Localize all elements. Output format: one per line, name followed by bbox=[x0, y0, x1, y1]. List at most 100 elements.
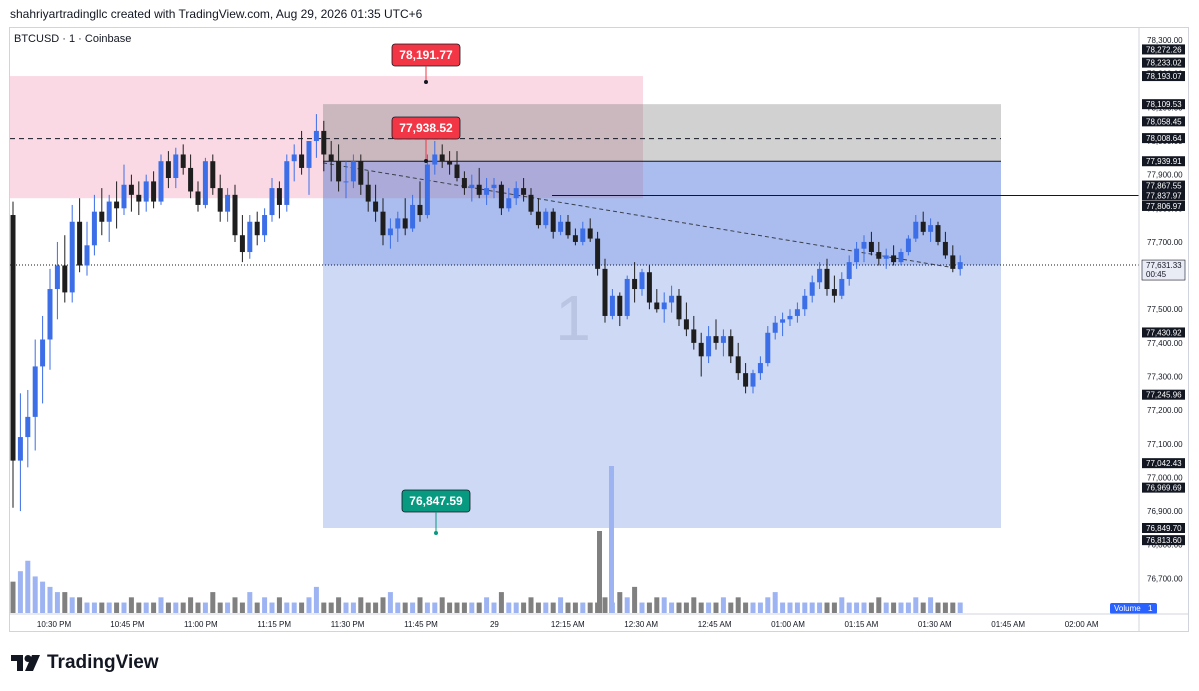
candle-up bbox=[491, 184, 497, 189]
volume-bar bbox=[47, 586, 53, 613]
volume-bar bbox=[580, 602, 586, 613]
volume-bar bbox=[291, 602, 297, 613]
price-badge-text: 78,058.45 bbox=[1146, 117, 1182, 126]
volume-bar bbox=[698, 602, 704, 613]
volume-bar bbox=[306, 597, 312, 613]
volume-bar bbox=[25, 560, 31, 613]
price-badge-text: 78,272.26 bbox=[1146, 45, 1182, 54]
volume-bar bbox=[217, 602, 223, 613]
volume-bar bbox=[417, 597, 423, 613]
volume-bar bbox=[521, 602, 527, 613]
candle-down bbox=[876, 252, 882, 259]
volume-bar bbox=[69, 597, 75, 613]
candle-down bbox=[336, 161, 342, 182]
volume-bar bbox=[365, 602, 371, 613]
candle-up bbox=[173, 154, 179, 179]
candle-down bbox=[99, 211, 105, 222]
candle-down bbox=[565, 221, 571, 236]
volume-bar bbox=[424, 602, 430, 613]
candle-up bbox=[839, 278, 845, 296]
candle-down bbox=[254, 221, 260, 236]
candle-down bbox=[521, 188, 527, 195]
candle-up bbox=[669, 295, 675, 303]
volume-bar bbox=[158, 597, 164, 613]
volume-bar bbox=[876, 597, 882, 613]
time-axis[interactable]: 10:30 PM 10:45 PM 11:00 PM 11:15 PM 11:30 PM… bbox=[10, 613, 1188, 629]
candle-up bbox=[905, 238, 911, 253]
volume-bar bbox=[809, 602, 815, 613]
candle-down bbox=[232, 194, 238, 236]
candle-down bbox=[935, 225, 941, 242]
candle-up bbox=[484, 188, 490, 195]
chart-frame[interactable] bbox=[9, 27, 1189, 632]
price-badge bbox=[1142, 133, 1185, 144]
tradingview-logo-icon bbox=[11, 655, 40, 671]
current-price-badge[interactable] bbox=[1141, 259, 1186, 281]
time-tick-label: 01:15 AM bbox=[844, 620, 878, 629]
candle-up bbox=[121, 184, 127, 209]
price-badge-text: 77,430.92 bbox=[1146, 328, 1182, 337]
volume-bar bbox=[210, 592, 216, 613]
volume-bar bbox=[898, 602, 904, 613]
volume-bar bbox=[609, 466, 614, 613]
volume-bar bbox=[387, 592, 393, 613]
candle-up bbox=[957, 262, 963, 269]
time-tick-label: 11:15 PM bbox=[257, 620, 291, 629]
time-tick-label: 11:00 PM bbox=[184, 620, 218, 629]
price-badge-text: 77,867.55 bbox=[1146, 182, 1182, 191]
volume-bar bbox=[597, 531, 602, 613]
candle-down bbox=[128, 184, 134, 195]
target-callout-text: 76,847.59 bbox=[409, 494, 463, 508]
price-badge bbox=[1142, 522, 1185, 533]
candle-down bbox=[617, 295, 623, 316]
volume-bar bbox=[343, 602, 349, 613]
volume-bar bbox=[128, 597, 134, 613]
price-axis[interactable]: 76,700.00 76,800.00 76,900.00 77,000.00 77,1… bbox=[1110, 28, 1186, 632]
price-badge-text: 77,042.43 bbox=[1146, 459, 1182, 468]
candle-down bbox=[476, 184, 482, 195]
volume-badge[interactable] bbox=[1110, 603, 1157, 614]
volume-bar bbox=[846, 602, 852, 613]
candle-up bbox=[757, 363, 763, 374]
volume-bar bbox=[202, 602, 208, 613]
volume-bar bbox=[587, 602, 593, 613]
time-tick-label: 12:15 AM bbox=[551, 620, 585, 629]
volume-bar bbox=[639, 602, 645, 613]
candle-up bbox=[787, 315, 793, 320]
candle-up bbox=[306, 141, 312, 168]
candle-down bbox=[743, 373, 749, 387]
candle-down bbox=[942, 241, 948, 256]
candle-up bbox=[69, 221, 75, 293]
candle-up bbox=[469, 184, 475, 189]
candle-up bbox=[772, 322, 778, 333]
symbol-label[interactable]: BTCUSD · 1 · Coinbase bbox=[14, 33, 132, 45]
candle-down bbox=[136, 194, 142, 202]
candle-up bbox=[47, 289, 53, 340]
candle-up bbox=[225, 194, 231, 212]
volume-bar bbox=[831, 602, 837, 613]
candle-up bbox=[25, 416, 31, 438]
candle-down bbox=[454, 164, 460, 179]
volume-bar bbox=[617, 592, 623, 613]
price-badge-text: 77,806.97 bbox=[1146, 202, 1182, 211]
candle-down bbox=[165, 161, 171, 179]
candle-up bbox=[928, 225, 934, 232]
volume-bar bbox=[136, 602, 142, 613]
volume-bar bbox=[17, 571, 23, 613]
volume-bar bbox=[535, 602, 541, 613]
price-tick-label: 78,300.00 bbox=[1147, 36, 1183, 45]
time-tick-label: 01:45 AM bbox=[991, 620, 1025, 629]
volume-bar bbox=[765, 597, 771, 613]
candle-up bbox=[247, 221, 253, 253]
candle-up bbox=[158, 161, 164, 202]
candle-down bbox=[328, 154, 334, 162]
volume-bar bbox=[254, 602, 260, 613]
candle-down bbox=[447, 161, 453, 165]
volume-bar bbox=[661, 597, 667, 613]
price-badge bbox=[1142, 57, 1185, 68]
candle-down bbox=[683, 319, 689, 330]
price-tick-label: 77,400.00 bbox=[1147, 339, 1183, 348]
candle-down bbox=[587, 228, 593, 239]
candle-up bbox=[506, 198, 512, 209]
